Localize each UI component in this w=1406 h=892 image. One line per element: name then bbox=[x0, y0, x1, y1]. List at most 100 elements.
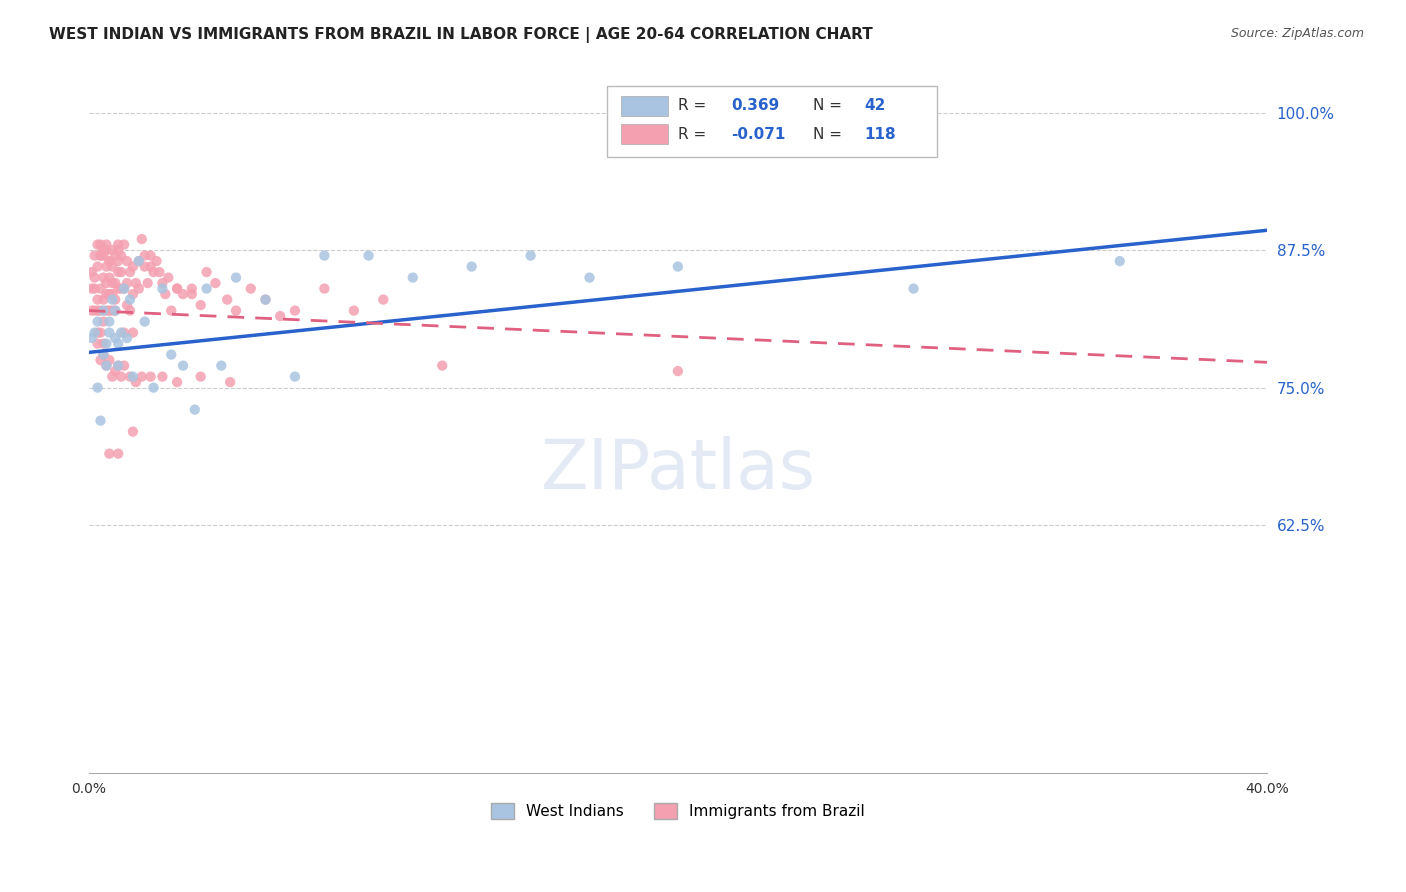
Point bbox=[139, 249, 162, 263]
Point bbox=[98, 447, 121, 461]
Point bbox=[101, 287, 124, 301]
Point bbox=[101, 369, 124, 384]
Point bbox=[104, 364, 127, 378]
Point bbox=[96, 237, 118, 252]
Point bbox=[343, 303, 366, 318]
Point bbox=[110, 326, 132, 340]
Point bbox=[107, 254, 129, 268]
Point bbox=[93, 249, 115, 263]
Point bbox=[145, 254, 167, 268]
Point bbox=[219, 375, 242, 389]
Point bbox=[122, 425, 145, 439]
Point bbox=[903, 282, 925, 296]
Point bbox=[254, 293, 277, 307]
Point bbox=[166, 282, 188, 296]
Point bbox=[93, 336, 115, 351]
Text: 42: 42 bbox=[865, 98, 886, 113]
Text: -0.071: -0.071 bbox=[731, 127, 786, 142]
Point bbox=[101, 260, 124, 274]
FancyBboxPatch shape bbox=[607, 87, 938, 157]
Point bbox=[110, 249, 132, 263]
Point bbox=[134, 249, 156, 263]
Point bbox=[112, 359, 135, 373]
Point bbox=[96, 243, 118, 257]
Point bbox=[98, 315, 121, 329]
Text: R =: R = bbox=[678, 98, 711, 113]
Point bbox=[86, 293, 108, 307]
Point bbox=[93, 348, 115, 362]
Point bbox=[89, 326, 111, 340]
Point bbox=[98, 326, 121, 340]
Point bbox=[107, 243, 129, 257]
Point bbox=[107, 336, 129, 351]
Point bbox=[284, 369, 307, 384]
Text: ZIPatlas: ZIPatlas bbox=[540, 436, 815, 503]
Point bbox=[89, 353, 111, 368]
Point bbox=[166, 375, 188, 389]
Point bbox=[83, 303, 105, 318]
Point bbox=[172, 359, 194, 373]
Point bbox=[209, 359, 232, 373]
Point bbox=[1108, 254, 1130, 268]
Point bbox=[225, 270, 247, 285]
Point bbox=[131, 232, 153, 246]
Point bbox=[402, 270, 425, 285]
Point bbox=[80, 303, 103, 318]
Point bbox=[666, 260, 689, 274]
Point bbox=[519, 249, 541, 263]
Point bbox=[96, 276, 118, 290]
Text: N =: N = bbox=[814, 127, 848, 142]
Point bbox=[239, 282, 262, 296]
Point bbox=[80, 331, 103, 345]
Text: 0.369: 0.369 bbox=[731, 98, 779, 113]
Point bbox=[269, 309, 291, 323]
Point bbox=[190, 298, 212, 312]
Point bbox=[150, 282, 173, 296]
Point bbox=[104, 276, 127, 290]
Point bbox=[225, 303, 247, 318]
Point bbox=[89, 303, 111, 318]
Text: Source: ZipAtlas.com: Source: ZipAtlas.com bbox=[1230, 27, 1364, 40]
Point bbox=[86, 303, 108, 318]
Point bbox=[115, 276, 138, 290]
FancyBboxPatch shape bbox=[621, 124, 668, 144]
Point bbox=[86, 381, 108, 395]
Point bbox=[118, 303, 141, 318]
Point bbox=[184, 402, 207, 417]
Point bbox=[86, 260, 108, 274]
Point bbox=[128, 254, 150, 268]
Point bbox=[128, 254, 150, 268]
Point bbox=[93, 315, 115, 329]
Point bbox=[86, 326, 108, 340]
Point bbox=[96, 359, 118, 373]
Text: 118: 118 bbox=[865, 127, 896, 142]
Point bbox=[112, 237, 135, 252]
Point bbox=[217, 293, 239, 307]
Point bbox=[89, 237, 111, 252]
Point bbox=[107, 447, 129, 461]
Point bbox=[98, 303, 121, 318]
Point bbox=[86, 315, 108, 329]
Point bbox=[128, 282, 150, 296]
Point bbox=[96, 303, 118, 318]
Point bbox=[155, 287, 177, 301]
Point bbox=[98, 353, 121, 368]
Point bbox=[89, 414, 111, 428]
Text: WEST INDIAN VS IMMIGRANTS FROM BRAZIL IN LABOR FORCE | AGE 20-64 CORRELATION CHA: WEST INDIAN VS IMMIGRANTS FROM BRAZIL IN… bbox=[49, 27, 873, 43]
Point bbox=[101, 293, 124, 307]
Point bbox=[195, 265, 218, 279]
Point bbox=[131, 369, 153, 384]
Point bbox=[83, 282, 105, 296]
Point bbox=[83, 270, 105, 285]
Legend: West Indians, Immigrants from Brazil: West Indians, Immigrants from Brazil bbox=[485, 797, 872, 825]
Point bbox=[96, 260, 118, 274]
Point bbox=[578, 270, 600, 285]
Point bbox=[118, 265, 141, 279]
Point bbox=[134, 315, 156, 329]
Point bbox=[110, 265, 132, 279]
Point bbox=[83, 249, 105, 263]
Point bbox=[122, 287, 145, 301]
Point bbox=[142, 265, 165, 279]
Point bbox=[98, 270, 121, 285]
Text: N =: N = bbox=[814, 98, 848, 113]
